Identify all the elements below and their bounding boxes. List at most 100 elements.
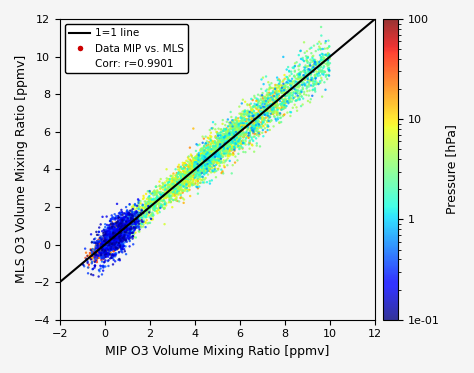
Point — [108, 239, 116, 245]
Point — [109, 235, 117, 241]
Point — [111, 230, 118, 236]
Point — [212, 147, 219, 153]
Point — [109, 228, 117, 234]
Point — [95, 247, 102, 253]
Point — [210, 150, 217, 156]
Point — [100, 244, 107, 250]
Point — [234, 157, 241, 163]
Point — [122, 204, 130, 210]
Point — [318, 57, 325, 63]
Point — [163, 191, 171, 197]
Point — [293, 76, 301, 82]
Point — [178, 179, 186, 185]
Point — [325, 72, 332, 78]
Point — [207, 158, 214, 164]
Point — [147, 200, 155, 206]
Point — [99, 244, 106, 250]
Point — [195, 157, 202, 163]
Point — [202, 170, 210, 176]
Point — [101, 236, 109, 242]
Point — [102, 243, 110, 249]
Point — [248, 127, 256, 133]
Point — [146, 199, 154, 205]
Point — [177, 170, 185, 176]
Point — [120, 225, 128, 231]
Point — [276, 120, 283, 126]
Point — [119, 232, 127, 238]
Point — [161, 187, 169, 193]
Point — [192, 169, 200, 175]
Point — [223, 133, 231, 139]
Point — [151, 207, 158, 213]
Point — [111, 220, 119, 226]
Point — [119, 223, 127, 229]
Point — [93, 249, 101, 255]
Point — [102, 235, 109, 241]
Point — [107, 218, 115, 224]
Point — [117, 231, 125, 237]
Point — [118, 218, 125, 224]
Point — [105, 250, 112, 256]
Point — [185, 167, 193, 173]
Point — [103, 242, 111, 248]
Point — [104, 241, 112, 247]
Point — [121, 235, 128, 241]
Point — [117, 214, 125, 220]
Point — [198, 151, 206, 157]
Point — [135, 214, 142, 220]
Point — [228, 144, 236, 150]
Point — [253, 119, 261, 125]
Point — [88, 256, 95, 262]
Point — [264, 123, 271, 129]
Point — [105, 238, 112, 244]
Point — [103, 245, 110, 251]
Point — [273, 93, 281, 99]
Point — [204, 154, 211, 160]
Point — [112, 233, 119, 239]
Point — [114, 231, 121, 237]
Point — [220, 134, 228, 140]
Point — [211, 140, 219, 145]
Point — [110, 257, 118, 263]
Point — [159, 197, 167, 203]
Point — [210, 150, 218, 156]
Point — [112, 235, 120, 241]
Point — [229, 123, 237, 129]
Point — [172, 196, 179, 202]
Point — [209, 160, 217, 166]
Point — [252, 112, 260, 117]
Point — [273, 104, 280, 110]
Point — [94, 246, 102, 252]
Point — [272, 86, 279, 92]
Point — [185, 170, 192, 176]
Point — [239, 109, 246, 115]
Point — [97, 253, 104, 259]
Point — [226, 148, 233, 154]
Point — [103, 235, 110, 241]
Point — [214, 146, 222, 152]
Point — [101, 238, 109, 244]
Point — [98, 253, 105, 258]
Point — [106, 236, 114, 242]
Point — [105, 240, 112, 246]
Point — [105, 236, 113, 242]
Point — [304, 66, 312, 72]
Point — [121, 221, 129, 227]
Point — [296, 75, 304, 81]
Point — [105, 242, 113, 248]
Point — [230, 124, 238, 130]
Point — [252, 105, 260, 111]
Point — [101, 243, 109, 249]
Point — [121, 229, 128, 235]
Point — [301, 67, 308, 73]
Point — [135, 198, 142, 204]
Point — [250, 113, 258, 119]
Point — [104, 245, 112, 251]
Point — [219, 146, 227, 152]
Point — [189, 173, 196, 179]
Point — [210, 148, 218, 154]
Point — [130, 218, 138, 224]
Point — [117, 212, 125, 218]
Point — [186, 168, 193, 174]
Point — [104, 239, 111, 245]
